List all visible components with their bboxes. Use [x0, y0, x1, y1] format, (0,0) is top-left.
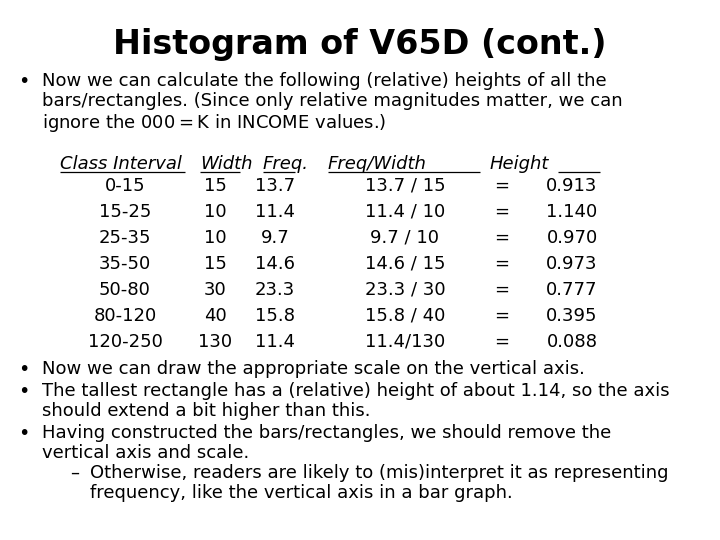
Text: 13.7: 13.7: [255, 177, 295, 195]
Text: Height: Height: [490, 155, 549, 173]
Text: =: =: [495, 255, 510, 273]
Text: 13.7 / 15: 13.7 / 15: [365, 177, 445, 195]
Text: 11.4: 11.4: [255, 203, 295, 221]
Text: 15.8: 15.8: [255, 307, 295, 325]
Text: 10: 10: [204, 203, 226, 221]
Text: 1.140: 1.140: [546, 203, 598, 221]
Text: Otherwise, readers are likely to (mis)interpret it as representing: Otherwise, readers are likely to (mis)in…: [90, 464, 668, 482]
Text: Histogram of V65D (cont.): Histogram of V65D (cont.): [113, 28, 607, 61]
Text: frequency, like the vertical axis in a bar graph.: frequency, like the vertical axis in a b…: [90, 484, 513, 502]
Text: 15.8 / 40: 15.8 / 40: [365, 307, 445, 325]
Text: 9.7 / 10: 9.7 / 10: [371, 229, 439, 247]
Text: •: •: [18, 72, 30, 91]
Text: The tallest rectangle has a (relative) height of about 1.14, so the axis: The tallest rectangle has a (relative) h…: [42, 382, 670, 400]
Text: 0.913: 0.913: [546, 177, 598, 195]
Text: 0.970: 0.970: [546, 229, 598, 247]
Text: 9.7: 9.7: [261, 229, 289, 247]
Text: 23.3 / 30: 23.3 / 30: [365, 281, 445, 299]
Text: 0.088: 0.088: [546, 333, 598, 351]
Text: 35-50: 35-50: [99, 255, 151, 273]
Text: 14.6 / 15: 14.6 / 15: [365, 255, 445, 273]
Text: 11.4 / 10: 11.4 / 10: [365, 203, 445, 221]
Text: 80-120: 80-120: [94, 307, 157, 325]
Text: 25-35: 25-35: [99, 229, 151, 247]
Text: =: =: [495, 203, 510, 221]
Text: should extend a bit higher than this.: should extend a bit higher than this.: [42, 402, 371, 420]
Text: 0.395: 0.395: [546, 307, 598, 325]
Text: Freq/Width: Freq/Width: [328, 155, 427, 173]
Text: Freq.: Freq.: [263, 155, 309, 173]
Text: 50-80: 50-80: [99, 281, 151, 299]
Text: –: –: [70, 464, 79, 482]
Text: Now we can calculate the following (relative) heights of all the: Now we can calculate the following (rela…: [42, 72, 607, 90]
Text: Having constructed the bars/rectangles, we should remove the: Having constructed the bars/rectangles, …: [42, 424, 611, 442]
Text: 11.4: 11.4: [255, 333, 295, 351]
Text: bars/rectangles. (Since only relative magnitudes matter, we can: bars/rectangles. (Since only relative ma…: [42, 92, 623, 110]
Text: 15: 15: [204, 177, 226, 195]
Text: ignore the $000 = $K in INCOME values.): ignore the $000 = $K in INCOME values.): [42, 112, 386, 134]
Text: =: =: [495, 177, 510, 195]
Text: Class Interval: Class Interval: [60, 155, 182, 173]
Text: 40: 40: [204, 307, 226, 325]
Text: 14.6: 14.6: [255, 255, 295, 273]
Text: 130: 130: [198, 333, 232, 351]
Text: 11.4/130: 11.4/130: [365, 333, 445, 351]
Text: =: =: [495, 307, 510, 325]
Text: 15-25: 15-25: [99, 203, 151, 221]
Text: Now we can draw the appropriate scale on the vertical axis.: Now we can draw the appropriate scale on…: [42, 360, 585, 378]
Text: 10: 10: [204, 229, 226, 247]
Text: vertical axis and scale.: vertical axis and scale.: [42, 444, 249, 462]
Text: 0.777: 0.777: [546, 281, 598, 299]
Text: =: =: [495, 229, 510, 247]
Text: 30: 30: [204, 281, 226, 299]
Text: •: •: [18, 382, 30, 401]
Text: =: =: [495, 281, 510, 299]
Text: 0.973: 0.973: [546, 255, 598, 273]
Text: =: =: [495, 333, 510, 351]
Text: 0-15: 0-15: [104, 177, 145, 195]
Text: •: •: [18, 424, 30, 443]
Text: •: •: [18, 360, 30, 379]
Text: 15: 15: [204, 255, 226, 273]
Text: 120-250: 120-250: [88, 333, 163, 351]
Text: Width: Width: [200, 155, 253, 173]
Text: 23.3: 23.3: [255, 281, 295, 299]
